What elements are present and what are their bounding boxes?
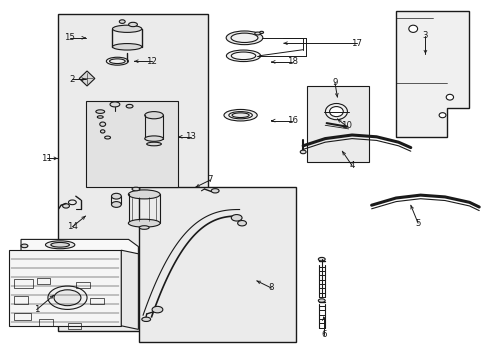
Ellipse shape bbox=[139, 226, 149, 229]
Ellipse shape bbox=[128, 190, 160, 199]
Bar bbox=[39, 319, 53, 326]
Ellipse shape bbox=[132, 187, 140, 191]
Text: 11: 11 bbox=[41, 154, 52, 163]
Ellipse shape bbox=[237, 220, 246, 226]
Ellipse shape bbox=[231, 215, 242, 221]
Ellipse shape bbox=[45, 241, 75, 249]
Ellipse shape bbox=[318, 299, 325, 302]
Ellipse shape bbox=[318, 257, 325, 261]
Text: 9: 9 bbox=[332, 78, 337, 87]
Ellipse shape bbox=[408, 25, 417, 32]
Ellipse shape bbox=[112, 44, 142, 50]
Text: 17: 17 bbox=[351, 39, 362, 48]
Text: 18: 18 bbox=[286, 57, 297, 66]
Text: 14: 14 bbox=[67, 222, 78, 231]
Ellipse shape bbox=[146, 142, 161, 146]
Ellipse shape bbox=[231, 113, 248, 117]
Ellipse shape bbox=[21, 244, 28, 248]
Polygon shape bbox=[9, 250, 121, 326]
Ellipse shape bbox=[128, 219, 160, 227]
Ellipse shape bbox=[446, 94, 453, 100]
Ellipse shape bbox=[51, 243, 69, 247]
Text: 5: 5 bbox=[414, 219, 420, 228]
Ellipse shape bbox=[225, 31, 263, 45]
Text: 13: 13 bbox=[185, 132, 196, 141]
Ellipse shape bbox=[231, 52, 255, 59]
Bar bbox=[14, 313, 31, 320]
Ellipse shape bbox=[126, 104, 133, 108]
Bar bbox=[14, 279, 33, 288]
Text: 1: 1 bbox=[34, 305, 40, 314]
Ellipse shape bbox=[144, 112, 163, 119]
Ellipse shape bbox=[438, 113, 445, 118]
Ellipse shape bbox=[144, 136, 163, 141]
Bar bbox=[58, 14, 207, 331]
Ellipse shape bbox=[259, 31, 263, 33]
Polygon shape bbox=[121, 250, 138, 329]
Text: 12: 12 bbox=[146, 57, 157, 66]
Ellipse shape bbox=[111, 193, 121, 199]
Text: 6: 6 bbox=[320, 330, 326, 339]
Bar bbox=[90, 298, 104, 304]
Text: 2: 2 bbox=[69, 75, 75, 84]
Ellipse shape bbox=[112, 25, 142, 32]
Ellipse shape bbox=[110, 102, 120, 107]
Bar bbox=[306, 86, 368, 162]
Polygon shape bbox=[395, 11, 468, 137]
Text: 16: 16 bbox=[286, 116, 297, 125]
Ellipse shape bbox=[54, 290, 81, 306]
Ellipse shape bbox=[325, 104, 346, 120]
Text: 3: 3 bbox=[422, 31, 427, 40]
Ellipse shape bbox=[211, 189, 219, 193]
Ellipse shape bbox=[111, 202, 121, 207]
Bar bbox=[85, 101, 178, 187]
Ellipse shape bbox=[300, 150, 305, 154]
Bar bbox=[14, 296, 28, 304]
Text: 8: 8 bbox=[268, 284, 274, 292]
Ellipse shape bbox=[119, 20, 125, 23]
Polygon shape bbox=[79, 71, 95, 86]
Ellipse shape bbox=[48, 286, 87, 310]
Bar bbox=[139, 187, 295, 342]
Bar bbox=[68, 323, 81, 329]
Bar bbox=[37, 278, 50, 284]
Ellipse shape bbox=[226, 50, 260, 62]
Polygon shape bbox=[21, 239, 138, 254]
Ellipse shape bbox=[100, 122, 105, 126]
Ellipse shape bbox=[142, 317, 150, 321]
Ellipse shape bbox=[96, 110, 104, 113]
Text: 10: 10 bbox=[340, 122, 351, 130]
Ellipse shape bbox=[62, 204, 69, 208]
Bar bbox=[76, 282, 90, 288]
Ellipse shape bbox=[254, 32, 260, 35]
Ellipse shape bbox=[109, 59, 125, 63]
Ellipse shape bbox=[101, 130, 104, 133]
Ellipse shape bbox=[228, 112, 252, 119]
Ellipse shape bbox=[152, 306, 163, 313]
Ellipse shape bbox=[224, 109, 257, 121]
Ellipse shape bbox=[231, 33, 258, 42]
Text: 15: 15 bbox=[64, 33, 75, 42]
Ellipse shape bbox=[128, 22, 137, 27]
Ellipse shape bbox=[329, 107, 343, 117]
Text: 4: 4 bbox=[348, 161, 354, 170]
Text: 7: 7 bbox=[207, 175, 213, 184]
